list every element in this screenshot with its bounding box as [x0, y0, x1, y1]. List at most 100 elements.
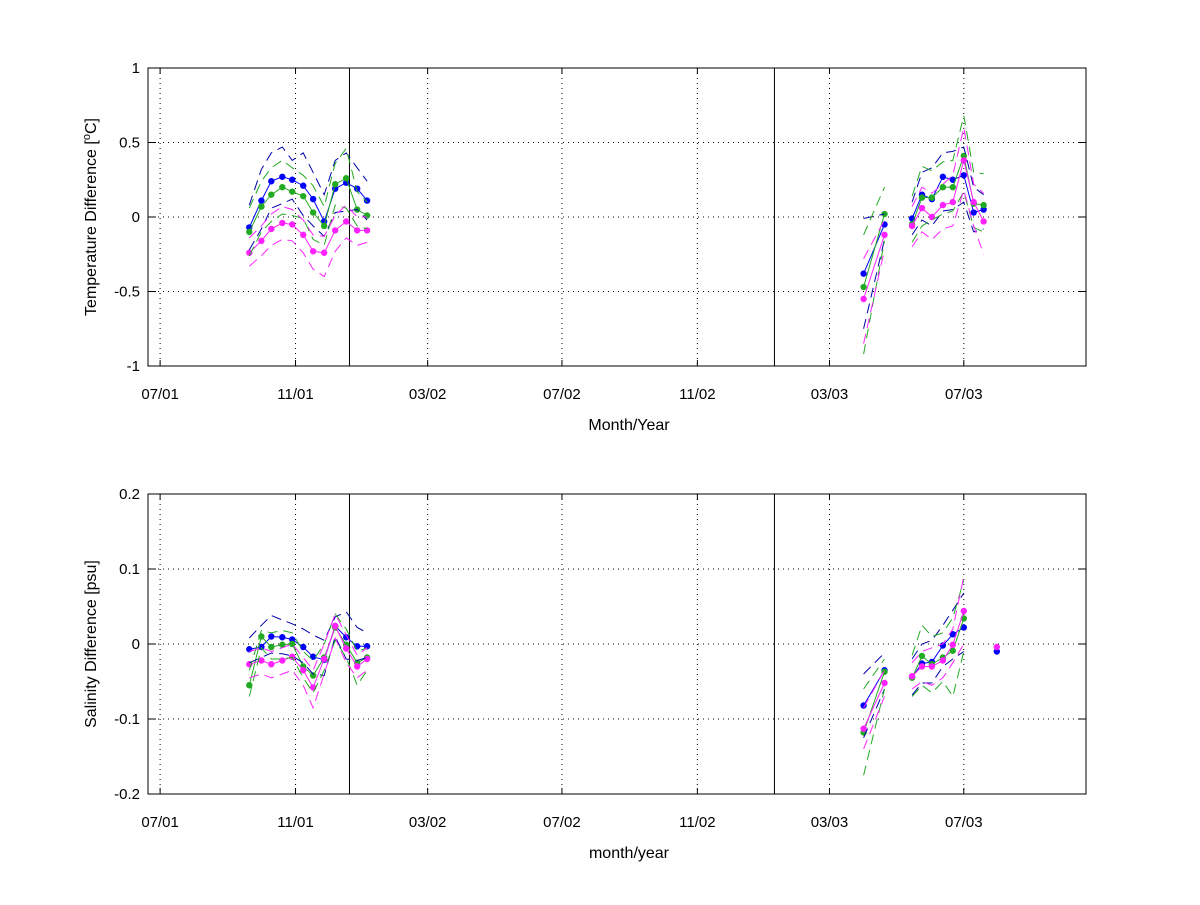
- data-point: [331, 227, 339, 234]
- data-point: [949, 641, 956, 648]
- series-bound-line: [248, 204, 368, 256]
- x-tick-label: 07/02: [543, 814, 581, 831]
- y-axis-label-part: C]: [83, 118, 100, 134]
- series-bound-line: [863, 240, 885, 355]
- data-point: [960, 607, 967, 615]
- data-point: [960, 152, 967, 160]
- series-bound-line: [911, 127, 984, 207]
- series-bound-line: [863, 670, 885, 709]
- x-tick-label: 11/01: [277, 386, 313, 403]
- series-bound-line: [911, 576, 965, 664]
- data-point: [246, 682, 253, 689]
- data-point: [860, 295, 867, 303]
- data-point: [918, 652, 926, 660]
- data-point: [289, 640, 296, 648]
- data-point: [928, 663, 936, 670]
- series-line: [863, 682, 885, 730]
- data-point: [279, 657, 286, 664]
- series-bound-line: [911, 651, 965, 696]
- data-point: [928, 194, 936, 201]
- data-point: [960, 157, 967, 164]
- y-tick-label: 0: [132, 636, 140, 653]
- data-point: [289, 221, 296, 228]
- data-point: [309, 672, 317, 679]
- data-point: [309, 195, 317, 203]
- series-bound-line: [249, 636, 368, 710]
- series-bound-line: [248, 639, 368, 697]
- series-line: [863, 671, 885, 733]
- data-point: [993, 643, 1001, 651]
- data-point: [320, 655, 328, 663]
- series-bound-line: [911, 188, 985, 255]
- series-bound-line: [248, 198, 368, 251]
- data-point: [881, 231, 888, 239]
- data-point: [860, 283, 867, 291]
- data-point: [268, 661, 275, 668]
- data-point: [300, 231, 307, 239]
- data-point: [279, 219, 286, 227]
- data-point: [960, 172, 967, 179]
- data-point: [939, 184, 947, 191]
- data-point: [993, 648, 1001, 655]
- data-point: [342, 179, 350, 186]
- x-axis-label: month/year: [589, 845, 670, 862]
- data-point: [918, 194, 926, 201]
- series-bound-line: [911, 201, 984, 236]
- series-bound-line: [863, 696, 885, 750]
- y-tick-label: -0.5: [114, 284, 140, 301]
- data-point: [309, 209, 317, 216]
- x-tick-label: 11/02: [679, 386, 715, 403]
- data-point: [881, 679, 888, 687]
- data-point: [268, 225, 275, 233]
- series-bound-line: [911, 651, 965, 698]
- x-tick-label: 11/01: [277, 814, 313, 831]
- y-axis-label: Salinity Difference [psu]: [83, 560, 100, 728]
- x-tick-label: 03/02: [409, 386, 447, 403]
- series-bound-line: [249, 612, 368, 672]
- chart-panel-2: 07/01 11/01 03/02 07/02 11/02 03/03 07/03 0.2 0.…: [83, 486, 1087, 862]
- data-point: [908, 673, 916, 680]
- series-bound-line: [863, 652, 885, 675]
- y-tick-label: -0.2: [114, 786, 140, 803]
- y-axis-label: Temperature Difference [oC]: [81, 118, 100, 316]
- data-point: [980, 201, 987, 209]
- data-point: [320, 249, 328, 256]
- data-point: [949, 631, 956, 638]
- data-point: [309, 248, 317, 255]
- series-bound-line: [863, 688, 885, 738]
- data-point: [279, 641, 286, 648]
- data-point: [268, 191, 275, 198]
- data-point: [300, 192, 307, 200]
- data-point: [939, 201, 947, 209]
- series-bound-line: [249, 635, 368, 677]
- data-point: [258, 643, 265, 651]
- data-point: [949, 184, 956, 191]
- y-tick-label: 0.2: [119, 486, 140, 503]
- series-bound-line: [911, 146, 984, 203]
- data-point: [908, 222, 916, 230]
- data-point: [279, 184, 286, 191]
- data-point: [258, 657, 265, 664]
- y-tick-label: -0.1: [114, 711, 140, 728]
- data-point: [342, 218, 350, 225]
- series-bound-line: [911, 643, 965, 690]
- data-point: [342, 645, 350, 652]
- data-point: [289, 653, 296, 660]
- series-line: [863, 234, 885, 300]
- data-point: [279, 173, 286, 180]
- data-point: [980, 206, 987, 213]
- data-point: [939, 657, 947, 664]
- series-bound-line: [248, 204, 368, 239]
- data-point: [960, 624, 967, 631]
- data-point: [331, 622, 339, 630]
- data-point: [300, 182, 307, 189]
- data-point: [363, 655, 371, 663]
- data-point: [289, 188, 296, 195]
- data-point: [246, 646, 253, 653]
- y-tick-label: 0.1: [119, 561, 140, 578]
- data-point: [980, 218, 987, 225]
- series-bound-line: [863, 219, 885, 259]
- data-point: [331, 181, 339, 188]
- x-tick-label: 07/03: [945, 386, 983, 403]
- x-tick-label: 07/01: [141, 386, 179, 403]
